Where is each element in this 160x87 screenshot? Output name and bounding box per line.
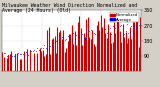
Text: Milwaukee Weather Wind Direction Normalized and Average (24 Hours) (Old): Milwaukee Weather Wind Direction Normali… [2, 3, 137, 13]
Legend: Normalized, Average: Normalized, Average [110, 12, 139, 22]
